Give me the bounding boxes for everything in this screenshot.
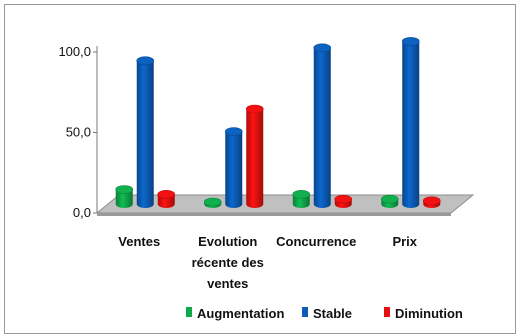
bar-body (402, 41, 420, 208)
bar-body (115, 189, 133, 208)
labels-layer: 0,0 50,0 100,0 Ventes Evolution récente des ve… (58, 44, 417, 291)
bar-diminution-2 (334, 194, 353, 208)
category-label: Prix (392, 234, 417, 249)
legend-swatch-augmentation (186, 307, 192, 317)
legend-label-augmentation: Augmentation (197, 306, 284, 321)
y-tick-label: 100,0 (58, 44, 91, 59)
bar-diminution-3 (422, 196, 441, 208)
bar-top (245, 104, 264, 114)
bar-diminution-1 (245, 104, 264, 208)
y-tick-label: 50,0 (66, 125, 91, 140)
legend-label-diminution: Diminution (395, 306, 463, 321)
y-tick-label: 0,0 (73, 205, 91, 220)
bar-stable-0 (136, 56, 155, 209)
bar-top (136, 56, 155, 66)
bar-top (203, 197, 222, 207)
legend-label-stable: Stable (313, 306, 352, 321)
bar-stable-2 (313, 43, 332, 208)
category-label: Ventes (118, 234, 160, 249)
bar-top (401, 37, 420, 46)
bar-augmentation-3 (380, 194, 399, 208)
bar-body (225, 131, 243, 208)
category-label: ventes (207, 276, 248, 291)
bar-top (115, 185, 134, 194)
bar-top (422, 196, 441, 206)
bar-stable-3 (401, 37, 420, 208)
bar-top (292, 190, 311, 199)
bar-stable-1 (224, 127, 243, 208)
bar-augmentation-0 (115, 185, 134, 208)
bar-chart: 0,0 50,0 100,0 Ventes Evolution récente des ve… (58, 37, 475, 321)
bar-body (136, 60, 154, 209)
legend: Augmentation Stable Diminution (186, 306, 463, 321)
bars-layer (115, 37, 441, 209)
bar-augmentation-1 (203, 197, 222, 208)
bar-body (313, 47, 331, 208)
bar-augmentation-2 (292, 190, 311, 208)
category-label: Evolution (198, 234, 257, 249)
category-label: Concurrence (276, 234, 356, 249)
bar-top (224, 127, 243, 136)
bar-top (157, 190, 176, 199)
category-label: récente des (192, 255, 264, 270)
floor-edge (97, 213, 451, 216)
axis-layer (93, 46, 98, 214)
bar-top (380, 194, 399, 204)
bar-body (246, 109, 264, 208)
chart-floor (95, 194, 475, 216)
legend-swatch-diminution (384, 307, 390, 317)
bar-diminution-0 (157, 190, 176, 208)
bar-top (334, 194, 353, 204)
bar-top (313, 43, 332, 53)
legend-swatch-stable (302, 307, 308, 317)
